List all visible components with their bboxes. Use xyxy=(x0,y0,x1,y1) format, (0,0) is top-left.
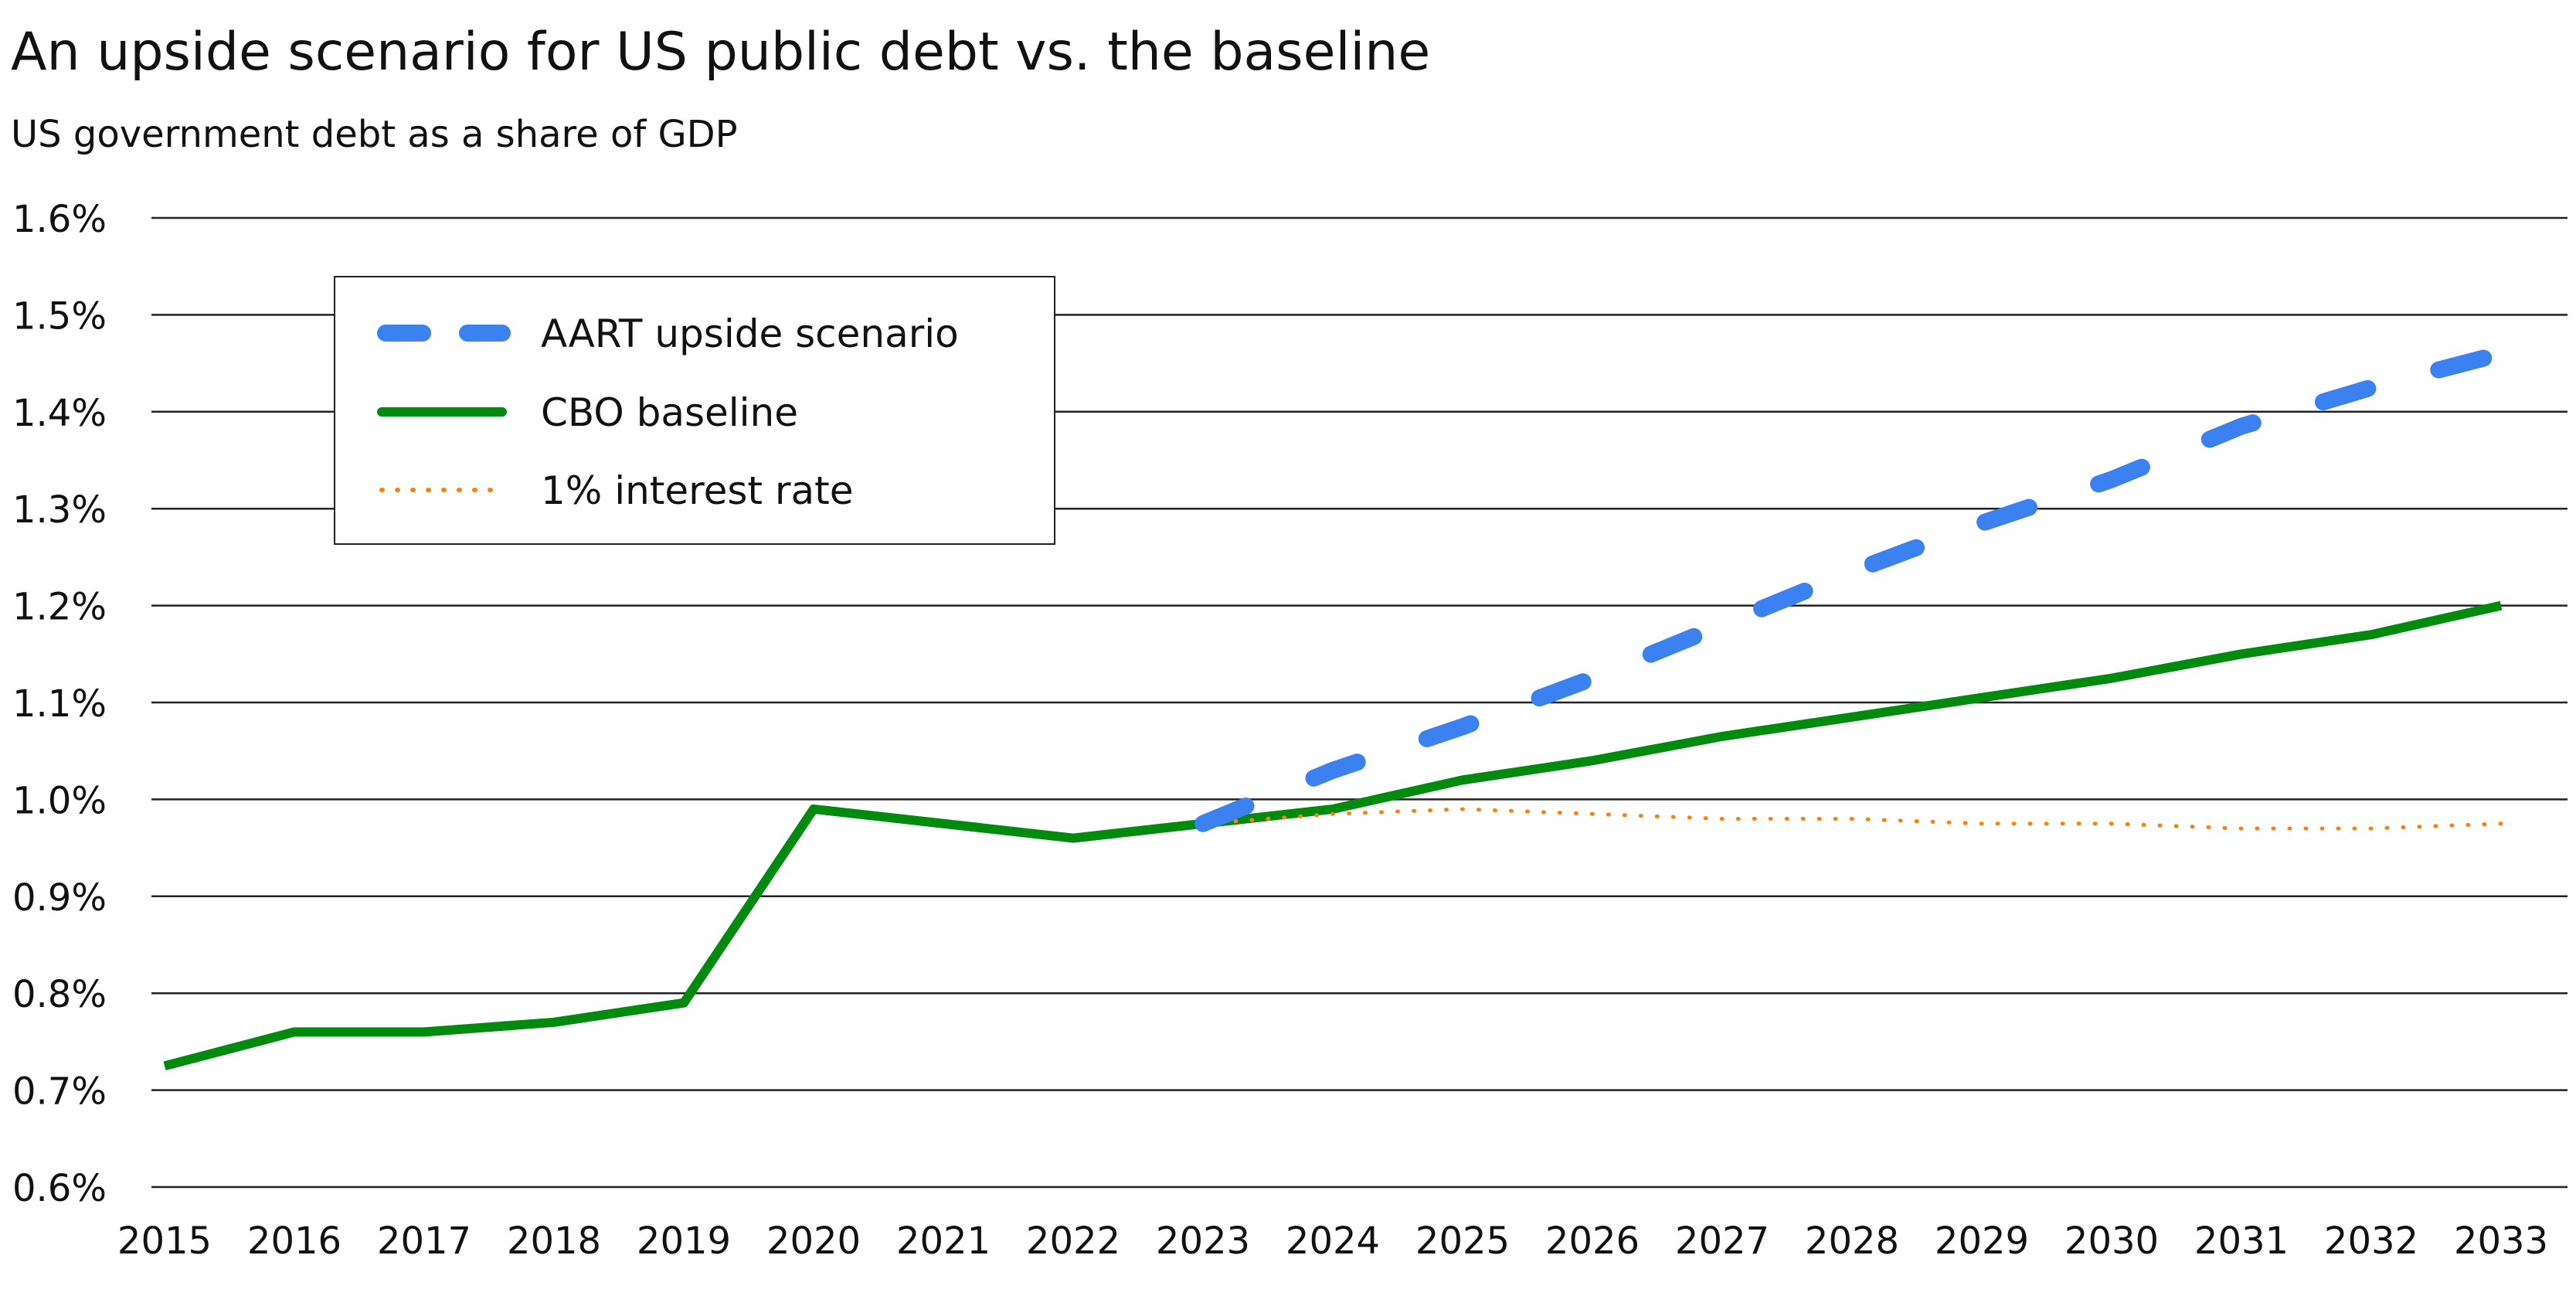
x-tick-label: 2028 xyxy=(1805,1219,1899,1263)
x-tick-label: 2019 xyxy=(637,1219,731,1263)
chart-subtitle: US government debt as a share of GDP xyxy=(11,113,738,156)
series-line-dashed xyxy=(1195,345,2510,832)
legend-label: AART upside scenario xyxy=(541,311,959,356)
x-tick-label: 2024 xyxy=(1286,1219,1380,1263)
y-tick-label: 1.5% xyxy=(12,294,107,338)
x-tick-label: 2023 xyxy=(1156,1219,1250,1263)
x-tick-label: 2031 xyxy=(2194,1219,2289,1263)
x-tick-label: 2015 xyxy=(117,1219,212,1263)
x-tick-label: 2027 xyxy=(1675,1219,1769,1263)
y-tick-label: 1.4% xyxy=(12,392,107,435)
y-tick-label: 1.0% xyxy=(12,779,107,822)
x-tick-label: 2026 xyxy=(1545,1219,1640,1263)
series-line-dotted xyxy=(1201,807,2503,831)
y-tick-label: 1.6% xyxy=(12,198,107,241)
y-tick-label: 0.6% xyxy=(12,1167,107,1210)
y-tick-label: 1.1% xyxy=(12,682,107,726)
x-tick-label: 2018 xyxy=(507,1219,601,1263)
y-tick-label: 1.2% xyxy=(12,586,107,629)
y-axis-ticks: 0.6% 0.7% 0.8% 0.9% 1.0% 1.1% 1.2% 1.3% 1.4% 1.5%… xyxy=(12,198,107,1210)
x-tick-label: 2025 xyxy=(1415,1219,1510,1263)
legend: AART upside scenario CBO baseline 1% inter… xyxy=(334,276,1055,545)
y-tick-label: 0.7% xyxy=(12,1070,107,1114)
chart-title: An upside scenario for US public debt vs… xyxy=(11,22,1430,83)
x-tick-label: 2033 xyxy=(2454,1219,2548,1263)
x-tick-label: 2029 xyxy=(1935,1219,2029,1263)
y-tick-label: 0.9% xyxy=(12,876,107,920)
series-line-solid xyxy=(163,600,2503,1071)
x-axis-ticks: 2015 2016 2017 2018 2019 2020 2021 2022 2023 2024… xyxy=(117,1219,2548,1263)
series-lines xyxy=(163,345,2510,1071)
x-tick-label: 2020 xyxy=(766,1219,861,1263)
y-tick-label: 0.8% xyxy=(12,973,107,1016)
legend-label: 1% interest rate xyxy=(541,468,854,513)
x-tick-label: 2016 xyxy=(247,1219,342,1263)
x-tick-label: 2030 xyxy=(2065,1219,2159,1263)
y-tick-label: 1.3% xyxy=(12,488,107,532)
legend-label: CBO baseline xyxy=(541,390,798,435)
x-tick-label: 2017 xyxy=(377,1219,471,1263)
x-tick-label: 2021 xyxy=(896,1219,991,1263)
x-tick-label: 2022 xyxy=(1026,1219,1120,1263)
x-tick-label: 2032 xyxy=(2324,1219,2418,1263)
